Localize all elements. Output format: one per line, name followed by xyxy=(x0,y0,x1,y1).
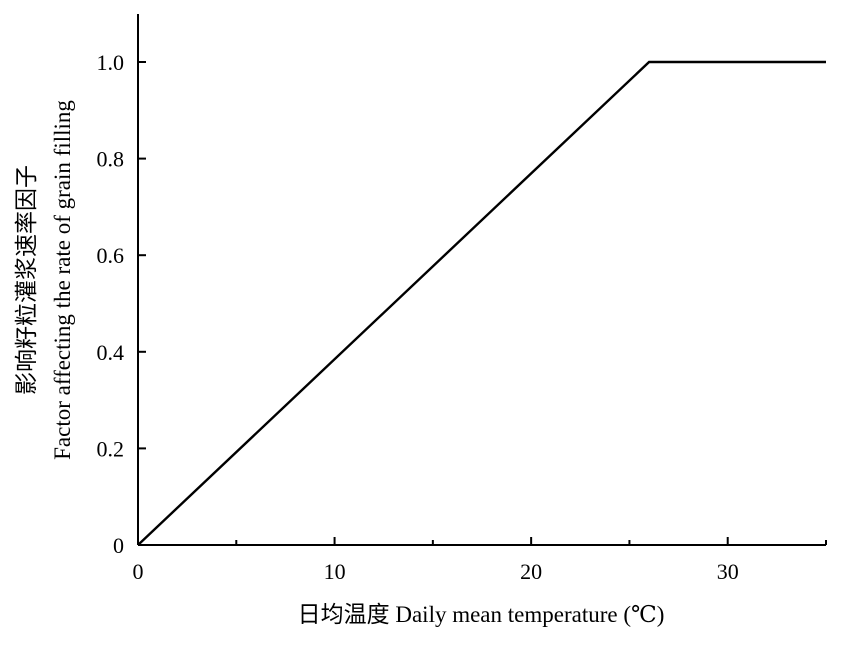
y-tick-label: 0.6 xyxy=(97,243,125,268)
y-tick-label: 0 xyxy=(113,533,124,558)
series-line xyxy=(137,60,826,546)
x-axis-label: 日均温度 Daily mean temperature (℃) xyxy=(298,602,665,627)
x-tick-label: 20 xyxy=(520,559,542,584)
x-tick-label: 30 xyxy=(717,559,739,584)
x-tick-label: 10 xyxy=(324,559,346,584)
axes xyxy=(137,14,826,546)
y-tick-label: 0.2 xyxy=(97,436,125,461)
x-axis-ticks: 0 10 20 30 xyxy=(133,537,827,584)
x-tick-label: 0 xyxy=(133,559,144,584)
y-axis-label-line-1: 影响籽粒灌浆速率因子 xyxy=(14,165,39,395)
y-axis-ticks: 0 0.2 0.4 0.6 0.8 1.0 xyxy=(97,50,146,558)
series-group xyxy=(137,60,826,546)
y-tick-label: 0.4 xyxy=(97,340,125,365)
y-axis-label: 影响籽粒灌浆速率因子 Factor affecting the rate of … xyxy=(14,100,75,460)
y-tick-label: 1.0 xyxy=(97,50,125,75)
y-axis-label-line-2: Factor affecting the rate of grain filli… xyxy=(50,100,75,460)
y-tick-label: 0.8 xyxy=(97,147,125,172)
